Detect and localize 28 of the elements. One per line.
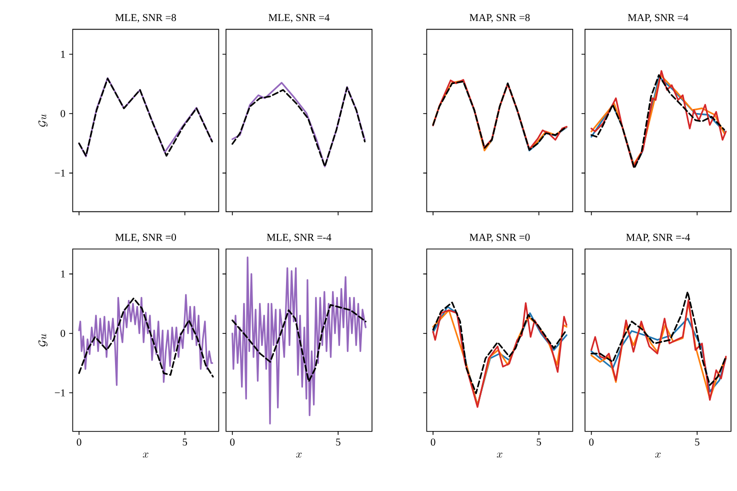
chart-title: MAP, SNR =0 <box>470 234 530 242</box>
x-tick-label: 5 <box>695 438 700 446</box>
y-tick-label: 0 <box>60 330 66 337</box>
y-tick-label: 1 <box>61 270 65 278</box>
x-tick-label: 5 <box>336 438 340 446</box>
x-axis-title: $x$ <box>496 452 502 458</box>
x-tick-label: 0 <box>230 438 235 446</box>
y-tick-label: −1 <box>54 170 65 177</box>
x-tick-label: 5 <box>182 438 188 446</box>
x-tick-label: 0 <box>589 438 594 446</box>
x-axis-title: $x$ <box>142 452 148 458</box>
x-tick-label: 0 <box>430 438 436 446</box>
y-axis-title: $\mathcal{G}u$ <box>38 114 48 127</box>
x-tick-label: 5 <box>536 438 542 446</box>
chart-title: MLE, SNR =4 <box>268 14 330 23</box>
chart-title: MLE, SNR =0 <box>115 234 176 242</box>
x-tick-label: 0 <box>76 438 82 446</box>
x-axis-title: $x$ <box>655 452 661 458</box>
chart-title: MLE, SNR =-4 <box>266 234 332 242</box>
y-axis-title: $\mathcal{G}u$ <box>38 334 48 346</box>
chart-title: MLE, SNR =8 <box>115 14 176 23</box>
chart-title: MAP, SNR =-4 <box>626 234 690 242</box>
chart-title: MAP, SNR =8 <box>470 14 530 23</box>
chart-title: MAP, SNR =4 <box>628 14 688 23</box>
y-tick-label: 0 <box>60 110 66 118</box>
y-tick-label: 1 <box>61 50 65 58</box>
y-tick-label: −1 <box>54 389 65 396</box>
x-axis-title: $x$ <box>296 452 302 458</box>
